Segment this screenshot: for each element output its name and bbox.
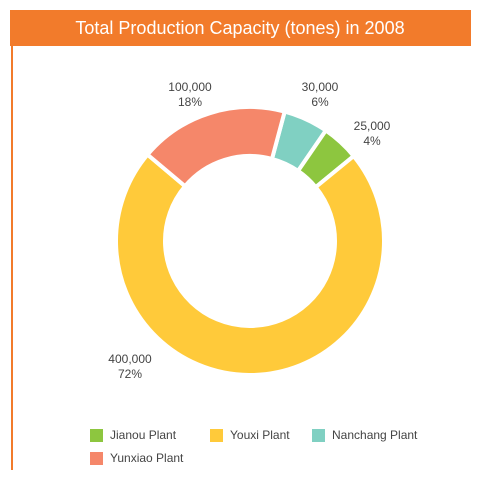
- value-label: 25,000: [354, 119, 391, 133]
- legend-label: Yunxiao Plant: [110, 451, 184, 465]
- legend-label: Youxi Plant: [230, 428, 290, 442]
- percent-label: 4%: [363, 134, 381, 148]
- donut-slice: [114, 151, 386, 377]
- value-label: 30,000: [302, 80, 339, 94]
- percent-label: 18%: [178, 95, 202, 109]
- legend-swatch: [210, 429, 223, 442]
- chart-title: Total Production Capacity (tones) in 200…: [75, 18, 404, 38]
- value-label: 400,000: [108, 352, 152, 366]
- legend-swatch: [90, 452, 103, 465]
- percent-label: 6%: [311, 95, 329, 109]
- legend-swatch: [90, 429, 103, 442]
- legend-swatch: [312, 429, 325, 442]
- percent-label: 72%: [118, 367, 142, 381]
- legend-label: Jianou Plant: [110, 428, 177, 442]
- legend-label: Nanchang Plant: [332, 428, 418, 442]
- side-rule: [11, 46, 13, 470]
- value-label: 100,000: [168, 80, 212, 94]
- donut-slice: [144, 105, 288, 190]
- title-bar: [10, 10, 471, 46]
